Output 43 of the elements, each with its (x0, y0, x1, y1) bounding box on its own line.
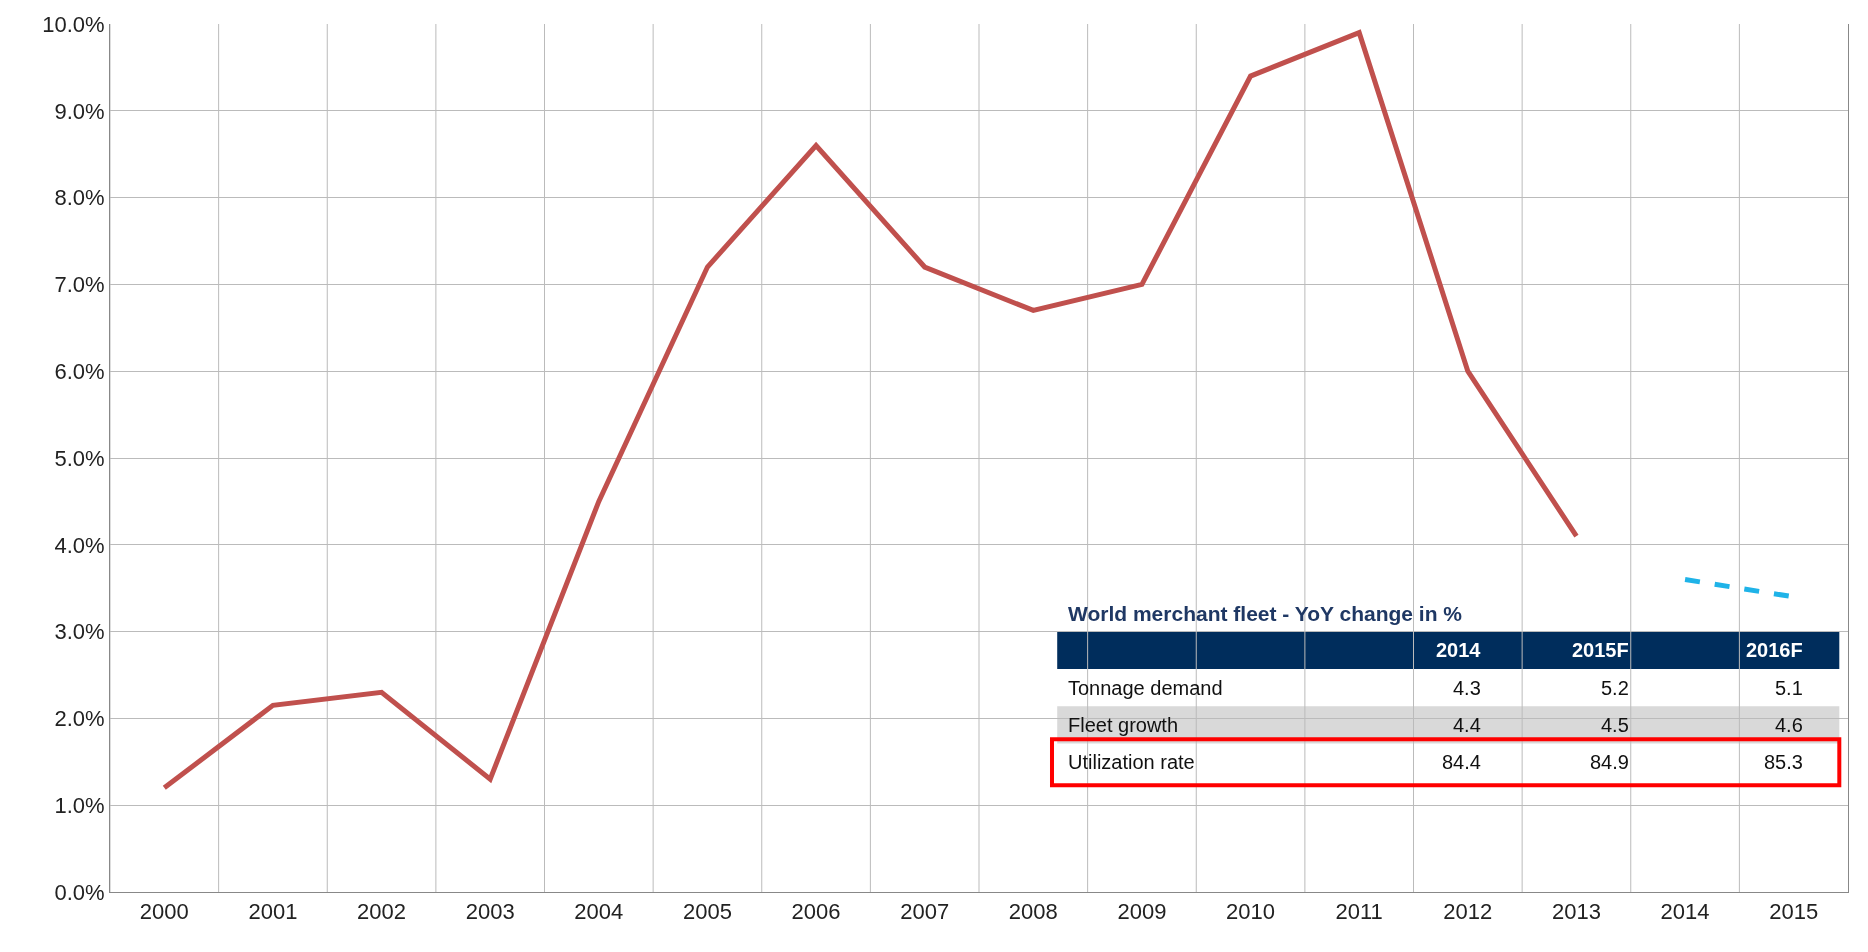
y-tick-label: 4.0% (54, 532, 105, 558)
annotation: 2014 (1436, 639, 1482, 661)
annotation: Tonnage demand (1068, 677, 1223, 699)
x-tick-label: 2004 (574, 899, 624, 925)
y-tick-label: 3.0% (54, 619, 105, 645)
annotation: 84.9 (1590, 751, 1629, 773)
x-tick-label: 2008 (1008, 899, 1058, 925)
y-tick-label: 9.0% (54, 98, 105, 124)
x-tick-label: 2013 (1551, 899, 1601, 925)
x-tick-label: 2010 (1226, 899, 1276, 925)
x-tick-label: 2006 (791, 899, 841, 925)
x-tick-label: 2005 (682, 899, 732, 925)
x-tick-label: 2015 (1769, 899, 1819, 925)
y-tick-label: 1.0% (54, 792, 105, 818)
y-tick-label: 10.0% (42, 11, 105, 37)
x-tick-label: 2000 (139, 899, 189, 925)
x-tick-label: 2011 (1335, 899, 1383, 925)
annotation: 5.2 (1601, 677, 1629, 699)
annotation: 4.4 (1453, 714, 1481, 736)
annotation: 85.3 (1764, 751, 1803, 773)
x-tick-label: 2002 (357, 899, 407, 925)
annotation: 84.4 (1442, 751, 1481, 773)
x-tick-label: 2009 (1117, 899, 1167, 925)
y-tick-label: 0.0% (54, 879, 105, 905)
annotation: 5.1 (1775, 677, 1803, 699)
x-tick-label: 2001 (248, 899, 298, 925)
annotation: 4.3 (1453, 677, 1481, 699)
annotation: 2015F (1572, 639, 1629, 661)
annotation: 4.5 (1601, 714, 1629, 736)
y-tick-label: 6.0% (54, 358, 105, 384)
annotation: Fleet growth (1068, 714, 1179, 736)
x-tick-label: 2003 (465, 899, 515, 925)
y-tick-label: 2.0% (54, 706, 105, 732)
annotation: 4.6 (1775, 714, 1803, 736)
x-tick-label: 2007 (900, 899, 950, 925)
x-tick-label: 2012 (1443, 899, 1493, 925)
x-tick-label: 2014 (1660, 899, 1710, 925)
annotation: World merchant fleet - YoY change in % (1068, 602, 1463, 625)
annotation: 2016F (1746, 639, 1803, 661)
y-tick-label: 7.0% (54, 272, 105, 298)
y-tick-label: 8.0% (54, 185, 105, 211)
y-tick-label: 5.0% (54, 445, 105, 471)
annotation: Utilization rate (1068, 751, 1195, 773)
